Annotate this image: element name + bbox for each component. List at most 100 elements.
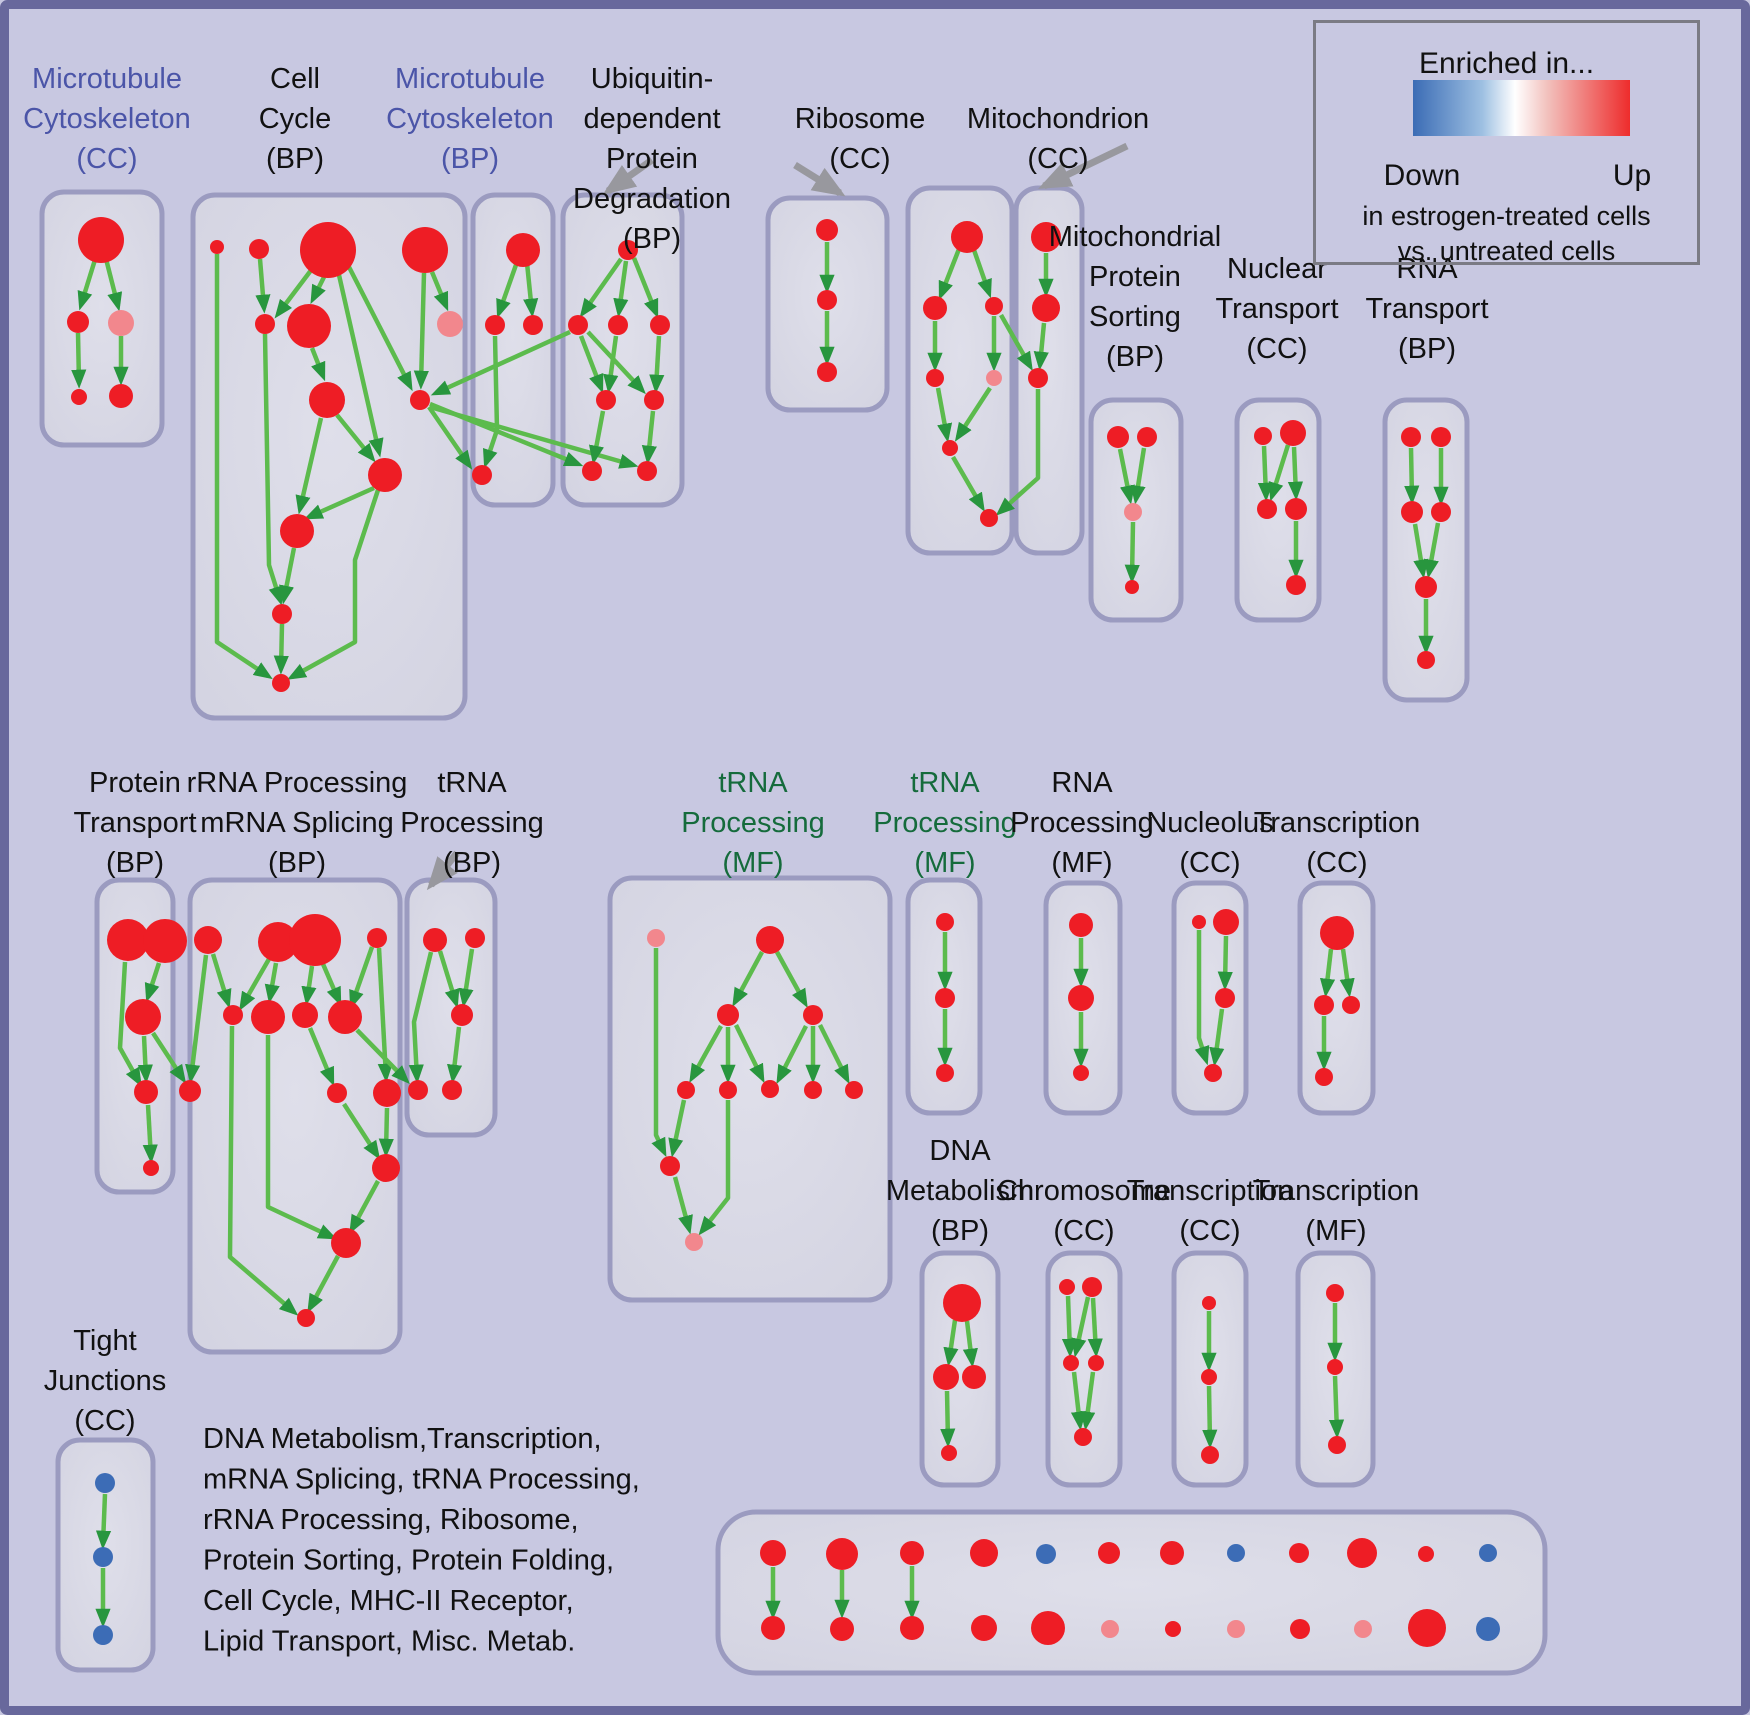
go-term-node	[472, 465, 492, 485]
go-term-node	[408, 1080, 428, 1100]
go-term-node	[423, 928, 447, 952]
go-term-node	[327, 1083, 347, 1103]
edge-arrow	[447, 1026, 463, 1084]
cluster-label-nuclear-transport-cc: Nuclear Transport (CC)	[1215, 253, 1338, 365]
go-term-node	[272, 674, 290, 692]
go-term-node	[402, 227, 448, 273]
go-term-node	[942, 440, 958, 456]
cluster-box-chromosome	[1045, 1250, 1123, 1488]
go-term-node	[1285, 498, 1307, 520]
edge-arrow	[349, 1179, 380, 1235]
go-term-node	[1290, 1619, 1310, 1639]
edge-arrow	[273, 623, 289, 675]
cluster-label-chromosome-cc: Chromosome (CC)	[997, 1175, 1171, 1247]
edge-arrow	[1061, 1295, 1078, 1358]
go-term-node	[582, 461, 602, 481]
edge-arrow	[938, 248, 962, 301]
go-term-node	[410, 390, 430, 410]
edge-arrow	[1339, 948, 1355, 998]
label-pointer-arrow	[602, 157, 655, 195]
go-term-node	[936, 913, 954, 931]
edge-arrow	[971, 249, 992, 299]
go-term-node	[1479, 1544, 1497, 1562]
edge-arrow	[295, 417, 324, 515]
go-term-node	[93, 1547, 113, 1567]
edge-arrow	[951, 455, 985, 512]
go-term-node	[1415, 576, 1437, 598]
cluster-box-rna-transport	[1382, 397, 1470, 703]
edge-arrow	[586, 330, 646, 395]
go-term-node	[451, 1004, 473, 1026]
go-term-node	[465, 928, 485, 948]
edge-arrow	[335, 413, 376, 463]
edge-arrow	[142, 1104, 158, 1164]
edge-arrow	[1194, 930, 1210, 1066]
edge-arrow	[496, 261, 520, 319]
edge-arrow	[613, 260, 629, 318]
go-term-node	[1201, 1446, 1219, 1464]
go-term-node	[95, 1473, 115, 1493]
edge-arrow	[413, 272, 429, 390]
go-term-node	[368, 458, 402, 492]
edge-arrow	[603, 335, 619, 394]
go-term-node	[1101, 1620, 1119, 1638]
nodes-layer	[67, 217, 1500, 1647]
go-term-node	[506, 233, 540, 267]
go-term-node	[900, 1541, 924, 1565]
edge-arrow	[95, 1493, 112, 1550]
edge-arrow	[185, 954, 209, 1084]
cluster-label-mitochondrial-protein-sorting-bp: Mitochondrial Protein Sorting (BP)	[1049, 221, 1221, 373]
edge-arrow	[458, 948, 475, 1008]
go-term-node	[660, 1156, 680, 1176]
go-term-node	[1073, 1065, 1089, 1081]
edge-arrow	[1268, 444, 1291, 502]
go-term-node	[134, 1080, 158, 1104]
go-term-node	[817, 290, 837, 310]
go-term-node	[287, 304, 331, 348]
go-term-node	[210, 240, 224, 254]
footnote-text: DNA Metabolism,Transcription, mRNA Splici…	[203, 1423, 640, 1658]
edge-arrow	[698, 1100, 731, 1236]
go-term-node	[804, 1081, 822, 1099]
cluster-label-ribosome-cc: Ribosome (CC)	[795, 103, 926, 175]
go-term-node	[1286, 575, 1306, 595]
go-term-node	[1320, 916, 1354, 950]
cluster-label-rrna-processing-mrna-splicing-bp: rRNA Processing mRNA Splicing (BP)	[187, 767, 408, 879]
go-term-node	[933, 1364, 959, 1390]
go-term-node	[194, 926, 222, 954]
go-term-node	[1165, 1621, 1181, 1637]
go-term-node	[719, 1081, 737, 1099]
go-term-node	[67, 311, 89, 333]
go-term-node	[717, 1004, 739, 1026]
edges-layer	[71, 242, 1449, 1628]
go-term-node	[367, 928, 387, 948]
go-term-node	[125, 999, 161, 1035]
go-term-node	[1280, 420, 1306, 446]
go-term-node	[1201, 1369, 1217, 1385]
go-term-node	[1227, 1544, 1245, 1562]
legend-subtitle-line2: vs. untreated cells	[1397, 236, 1616, 266]
edge-arrow	[1130, 447, 1147, 505]
go-term-node	[900, 1616, 924, 1640]
pointer-arrows-layer	[426, 142, 1129, 891]
go-term-node	[292, 1002, 318, 1028]
go-term-node	[756, 926, 784, 954]
go-term-node	[109, 384, 133, 408]
go-term-node	[941, 1445, 957, 1461]
edge-arrow	[1033, 322, 1049, 371]
go-term-node	[1418, 1546, 1434, 1562]
go-term-node	[1107, 426, 1129, 448]
go-term-node	[1347, 1538, 1377, 1568]
go-term-node	[297, 1309, 315, 1327]
edge-arrow	[1257, 445, 1274, 502]
edge-arrow	[940, 1390, 956, 1448]
edge-arrow	[342, 1102, 381, 1160]
go-term-node	[1063, 1355, 1079, 1371]
edge-arrow	[355, 1028, 410, 1085]
legend-title: Enriched in...	[1418, 47, 1595, 80]
edge-arrow	[668, 1099, 687, 1158]
go-term-node	[943, 1284, 981, 1322]
edge-arrow	[1080, 1371, 1096, 1431]
go-term-node	[951, 221, 983, 253]
go-term-node	[1059, 1279, 1075, 1295]
